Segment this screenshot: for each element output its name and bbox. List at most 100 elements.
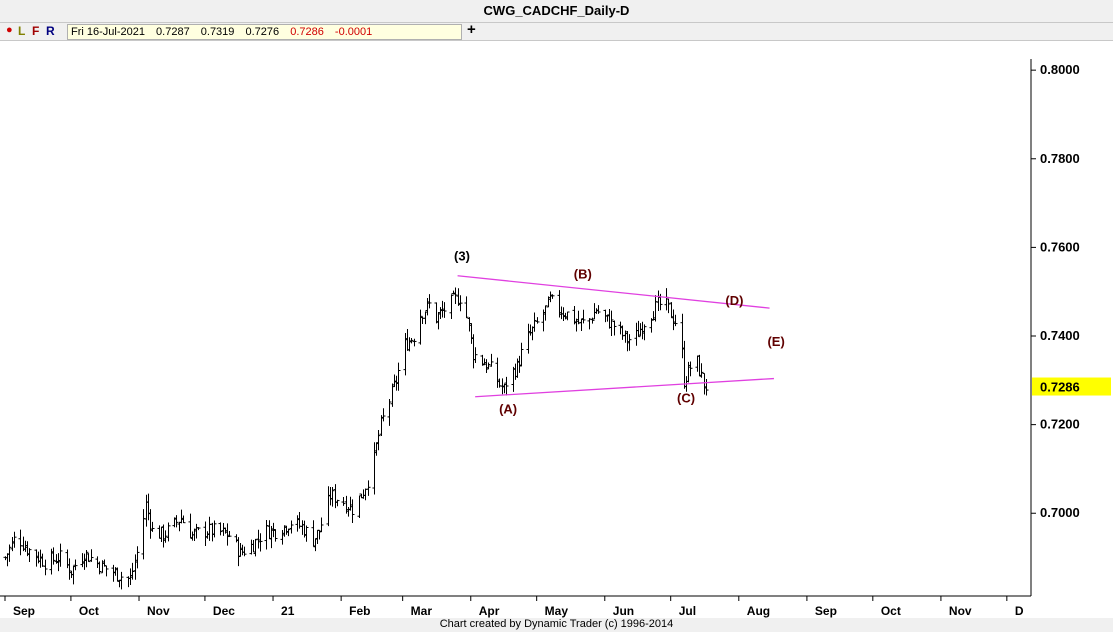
ohlc-bar xyxy=(253,538,258,557)
ohlc-bar xyxy=(489,353,494,367)
ohlc-bar xyxy=(27,548,32,562)
ohlc-bar xyxy=(141,509,146,560)
time-tick-label: Sep xyxy=(815,604,837,618)
ohlc-bar xyxy=(242,546,247,557)
ohlc-bar xyxy=(23,540,28,552)
ohlc-bar xyxy=(328,486,333,506)
ohlc-bar xyxy=(486,362,491,370)
ohlc-bar xyxy=(634,322,639,346)
ohlc-bar xyxy=(427,294,432,309)
ohlc-bar xyxy=(436,312,441,330)
ohlc-bar xyxy=(550,294,555,299)
time-tick-label: 21 xyxy=(281,604,295,618)
time-tick-label: May xyxy=(545,604,569,618)
ohlc-bar xyxy=(530,326,535,341)
price-chart[interactable]: (3) (B) (A) (C) (D) (E) 0.8000 0.7800 0.7600 0.7… xyxy=(0,41,1113,620)
time-axis: Sep Oct Nov Dec 21 Feb Mar Apr May Jun Jul Aug Sep Oc… xyxy=(4,596,1024,618)
last-price-tag: 0.7286 xyxy=(1032,377,1111,396)
chart-area[interactable]: (3) (B) (A) (C) (D) (E) 0.8000 0.7800 0.7600 0.7… xyxy=(0,41,1113,620)
line-button[interactable]: L xyxy=(18,24,26,38)
ohlc-bar xyxy=(381,408,386,422)
ohlc-bar xyxy=(372,442,377,495)
ohlc-bar xyxy=(333,484,338,509)
add-icon[interactable]: + xyxy=(467,21,476,38)
wave-label: (D) xyxy=(725,293,743,308)
ohlc-bar xyxy=(458,295,463,312)
ohlc-bar xyxy=(420,316,425,325)
ohlc-bar xyxy=(688,361,693,377)
time-tick-label: Dec xyxy=(213,604,235,618)
time-tick-label: Aug xyxy=(747,604,770,618)
ohlc-bar xyxy=(286,528,291,537)
ohlc-bar xyxy=(304,525,309,542)
ohlc-bar xyxy=(396,362,401,391)
price-axis: 0.8000 0.7800 0.7600 0.7400 0.7200 0.7000 xyxy=(1031,62,1080,520)
ohlc-bar xyxy=(425,297,430,316)
ohlc-bar xyxy=(504,376,509,396)
ohlc-bar xyxy=(361,489,366,499)
ohlc-bar xyxy=(532,312,537,332)
ohlc-bar xyxy=(313,537,318,552)
time-tick-label: Jun xyxy=(613,604,634,618)
last-price-label: 0.7286 xyxy=(1040,380,1080,395)
ohlc-bar xyxy=(515,358,520,378)
ohlc-bar xyxy=(473,347,478,363)
ohlc-bar xyxy=(236,537,241,567)
ohlc-bar xyxy=(330,486,335,507)
ohlc-bar xyxy=(326,486,331,527)
ohlc-bar xyxy=(67,558,72,580)
time-tick-label: Mar xyxy=(411,604,433,618)
window-title: CWG_CADCHF_Daily-D xyxy=(0,0,1113,23)
ohlc-bar xyxy=(135,546,140,569)
ohlc-bar xyxy=(5,553,10,567)
ohlc-bar xyxy=(10,536,15,552)
footer-credit: Chart created by Dynamic Trader (c) 1996… xyxy=(0,618,1113,632)
ohlc-bar xyxy=(574,318,579,332)
ohlc-bar xyxy=(442,302,447,318)
ohlc-bar xyxy=(192,528,197,541)
ohlc-bar xyxy=(289,520,294,534)
ohlc-bar xyxy=(636,320,641,338)
time-tick-label: Sep xyxy=(13,604,35,618)
price-tick-label: 0.7200 xyxy=(1040,417,1080,432)
ohlc-bar xyxy=(163,530,168,543)
ohlc-bar xyxy=(100,560,105,574)
ohlc-bar xyxy=(54,554,59,564)
ohlc-bar xyxy=(418,309,423,345)
ohlc-bar xyxy=(133,554,138,580)
ohlc-bar xyxy=(513,363,518,380)
wave-label: (3) xyxy=(454,249,470,264)
ohlc-bar xyxy=(207,516,212,541)
bar-date: Fri 16-Jul-2021 xyxy=(71,26,145,38)
ohlc-bar xyxy=(146,493,151,521)
ohlc-bar xyxy=(196,527,201,531)
ohlc-bar xyxy=(623,330,628,343)
ohlc-bar xyxy=(280,530,285,545)
ratio-button[interactable]: R xyxy=(46,24,55,38)
time-tick-label: D xyxy=(1015,604,1024,618)
ohlc-bar xyxy=(561,307,566,321)
time-tick-label: Jul xyxy=(679,604,696,618)
ohlc-bar xyxy=(346,506,351,517)
ohlc-bar xyxy=(341,496,346,506)
ohlc-bar xyxy=(548,291,553,303)
ohlc-bar xyxy=(484,359,489,373)
ohlc-bar xyxy=(89,549,94,562)
ohlc-bar xyxy=(256,529,261,549)
time-tick-label: Nov xyxy=(147,604,170,618)
fib-button[interactable]: F xyxy=(32,24,40,38)
ohlc-bar xyxy=(409,338,414,344)
ohlc-bar xyxy=(73,559,78,571)
ohlc-bar xyxy=(174,515,179,528)
ohlc-bar xyxy=(43,559,48,576)
ohlc-bar xyxy=(264,520,269,550)
ohlc-bar xyxy=(565,311,570,321)
ohlc-bar xyxy=(374,442,379,456)
bar-low: 0.7276 xyxy=(245,26,280,38)
ohlc-bar xyxy=(18,529,23,556)
ohlc-bar xyxy=(464,296,469,319)
time-tick-label: Oct xyxy=(881,604,901,618)
ohlc-bar xyxy=(111,564,116,582)
ohlc-bar xyxy=(673,314,678,327)
ohlc-bar xyxy=(686,361,691,383)
